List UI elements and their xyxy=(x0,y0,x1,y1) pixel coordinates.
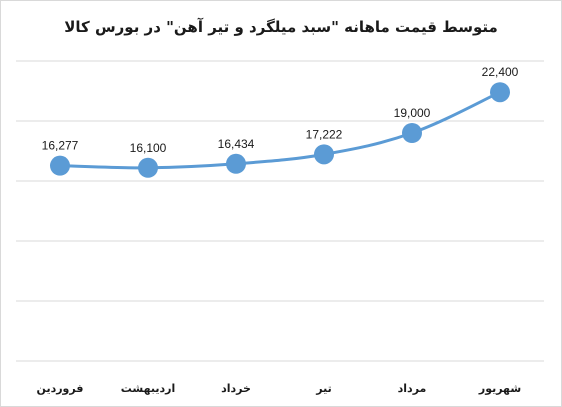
chart-title: متوسط قیمت ماهانه "سبد میلگرد و تیر آهن"… xyxy=(64,18,498,36)
series-path xyxy=(58,90,502,170)
data-label: 22,400 xyxy=(482,65,519,79)
data-point xyxy=(226,153,246,174)
data-point xyxy=(138,157,158,178)
x-tick-label: فروردین xyxy=(37,382,84,395)
data-labels: 16,277 16,100 16,434 17,222 19,000 22,400 xyxy=(42,65,519,155)
data-point xyxy=(314,144,334,165)
x-tick-label: مرداد xyxy=(398,382,427,395)
x-tick-label: شهریور xyxy=(478,382,521,395)
series-line xyxy=(50,82,510,178)
x-axis: فروردین اردیبهشت خرداد تیر مرداد شهریور xyxy=(37,382,522,395)
data-label: 16,434 xyxy=(218,137,255,151)
data-point xyxy=(490,82,510,103)
data-label: 16,100 xyxy=(130,141,167,155)
gridlines xyxy=(16,60,544,362)
data-label: 19,000 xyxy=(394,106,431,120)
x-tick-label: تیر xyxy=(315,382,331,395)
x-tick-label: اردیبهشت xyxy=(121,382,175,395)
data-label: 17,222 xyxy=(306,127,343,141)
data-point xyxy=(402,123,422,143)
data-point xyxy=(50,155,70,176)
x-tick-label: خرداد xyxy=(221,382,251,395)
data-label: 16,277 xyxy=(42,139,79,153)
